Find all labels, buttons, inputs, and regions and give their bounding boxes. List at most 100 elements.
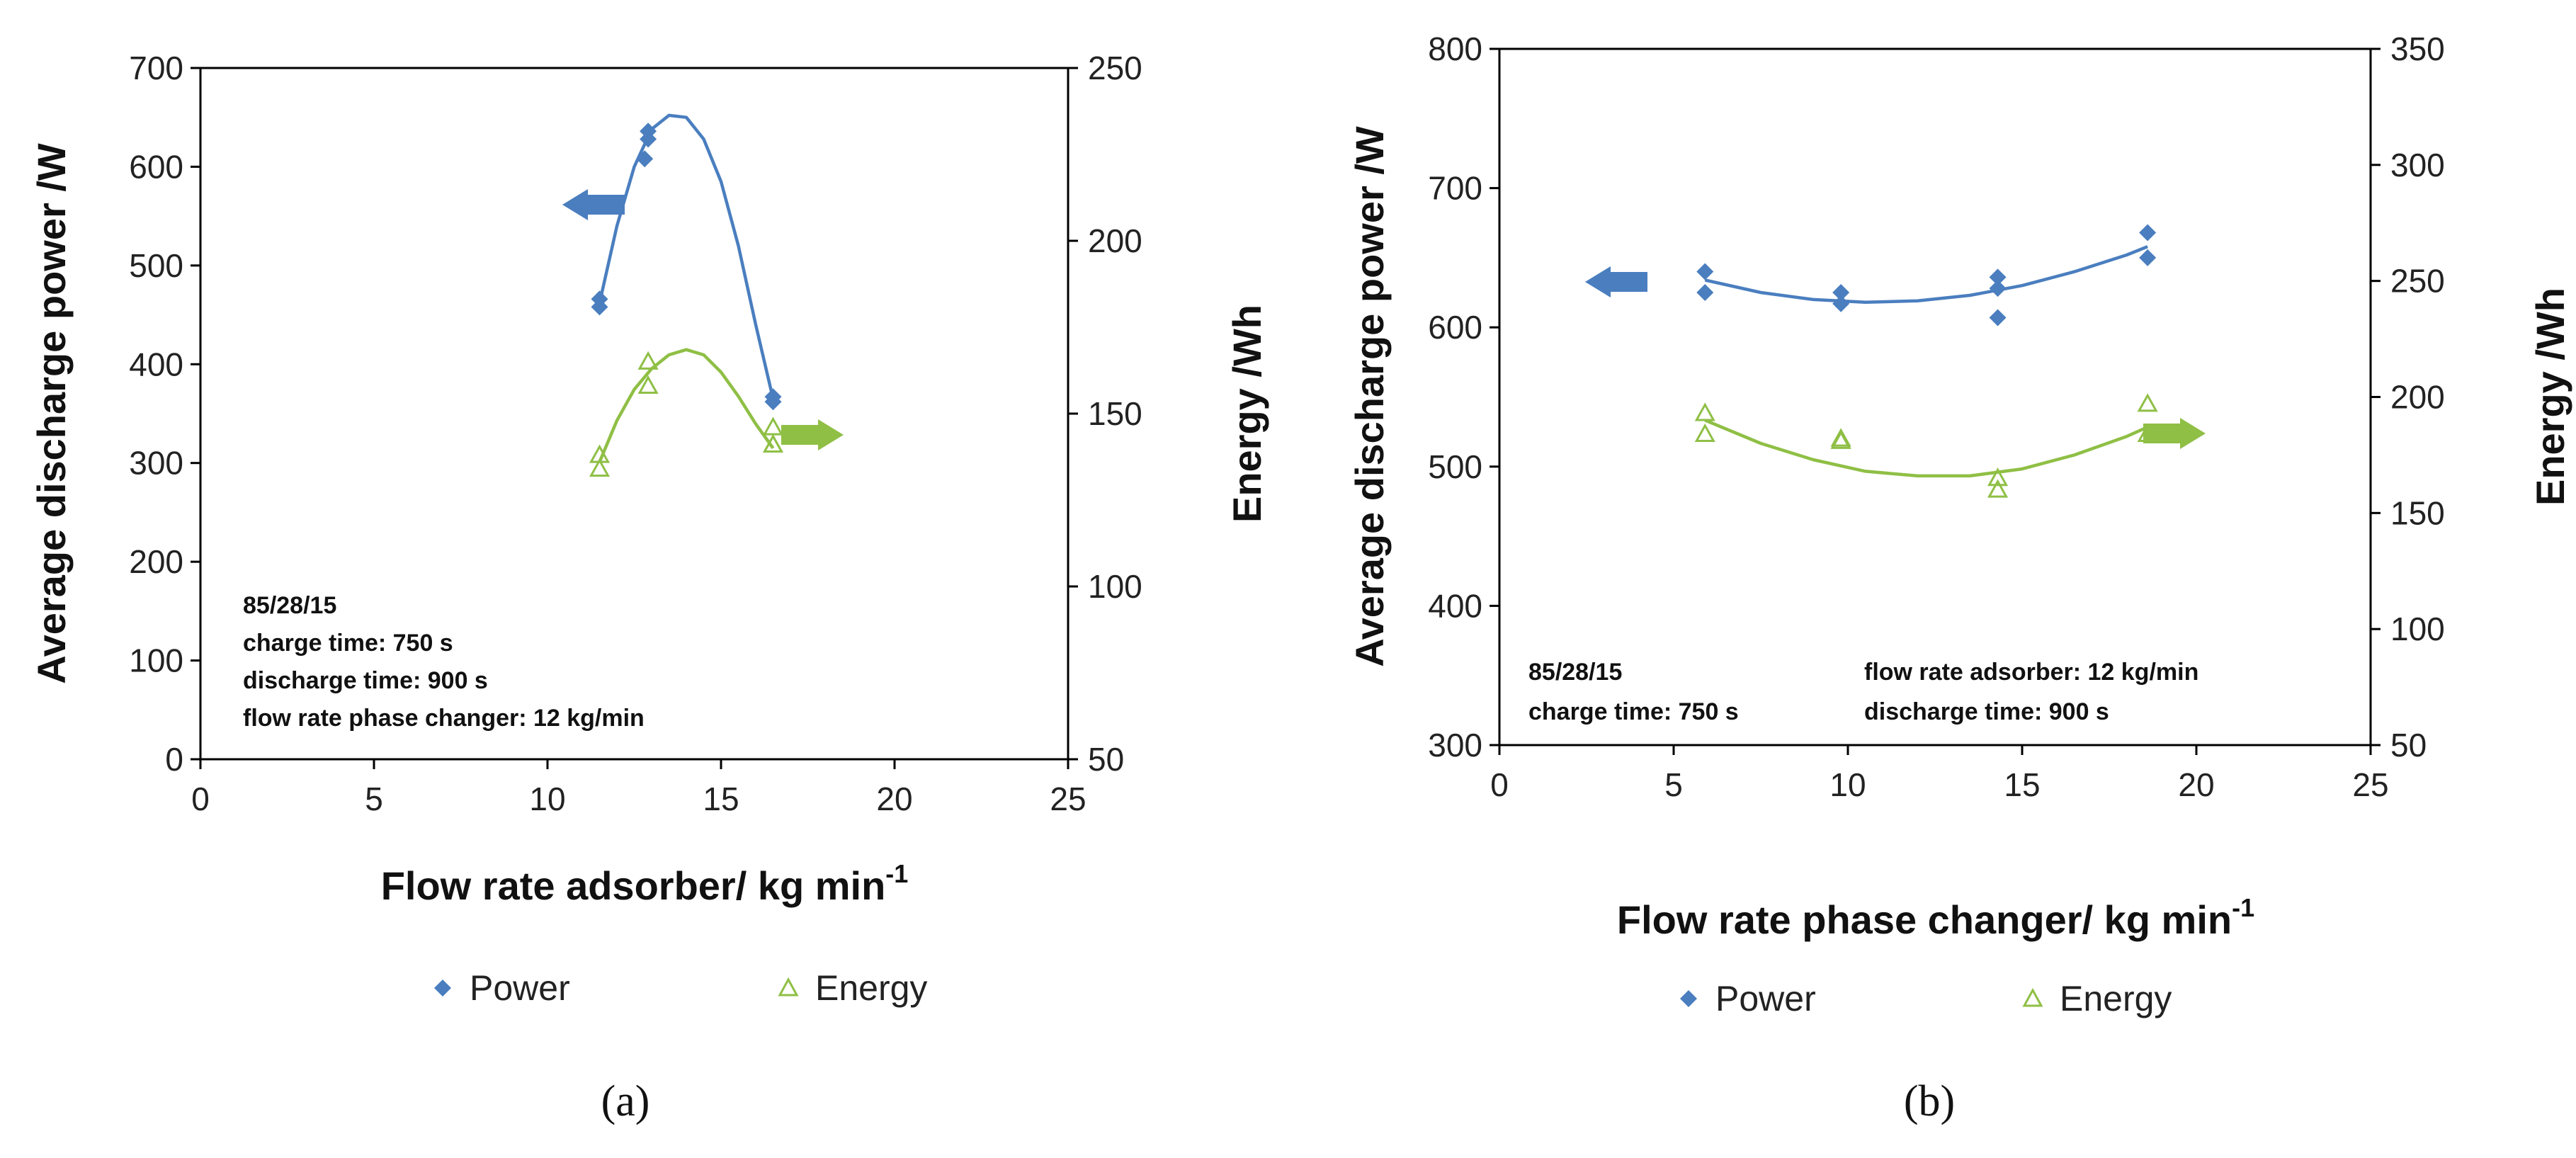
legend-energy-marker: [778, 977, 799, 997]
data-point-power: [1989, 280, 2007, 297]
y2-tick-label: 100: [2390, 611, 2445, 647]
legend-power-marker: [1680, 990, 1697, 1007]
legend-power-label: Power: [1715, 979, 1816, 1018]
data-point-energy: [1830, 428, 1851, 447]
data-point-energy: [1694, 402, 1715, 421]
y-tick-label: 400: [129, 346, 183, 382]
data-point-power: [591, 290, 608, 308]
y2-tick-label: 300: [2390, 147, 2445, 183]
x-tick-label: 15: [2004, 766, 2040, 803]
data-point-energy: [762, 433, 784, 453]
y-tick-label: 0: [165, 741, 183, 778]
y2-tick-label: 350: [2390, 30, 2445, 67]
data-point-power: [1832, 295, 1850, 312]
trend-line-energy: [1704, 419, 2149, 478]
y-tick-label: 500: [1428, 448, 1482, 485]
y-axis-title: Average discharge power /W: [29, 143, 74, 684]
annotation-text: discharge time: 900 s: [243, 667, 488, 694]
data-point-power: [636, 150, 654, 168]
y2-tick-label: 100: [1088, 568, 1142, 605]
data-point-power: [2139, 249, 2157, 266]
data-point-power: [2139, 224, 2157, 242]
data-point-energy: [589, 444, 611, 463]
y2-axis-title: Energy /Wh: [1225, 305, 1269, 523]
y2-tick-label: 200: [1088, 222, 1142, 259]
data-point-power: [764, 388, 782, 406]
y2-tick-label: 250: [1088, 50, 1142, 86]
arrow-power-axis-icon: [1585, 266, 1647, 297]
annotation-text: flow rate adsorber: 12 kg/min: [1864, 659, 2198, 686]
data-point-energy: [637, 351, 659, 370]
x-tick-label: 10: [529, 780, 565, 817]
data-point-power: [1696, 284, 1714, 302]
data-point-power: [1989, 268, 2007, 286]
plot-frame: [1498, 47, 2372, 747]
arrow-energy-axis-icon: [2143, 418, 2206, 449]
y-tick-label: 600: [1428, 309, 1482, 346]
panel-label: (a): [601, 1077, 650, 1125]
y-tick-label: 200: [129, 543, 183, 580]
y-axis-title: Average discharge power /W: [1347, 126, 1392, 667]
y-tick-label: 300: [129, 445, 183, 482]
chart-panel-a: 0 5 10 15 20 25010020030040050060070050100150…: [29, 50, 1269, 1125]
arrow-power-axis-icon: [562, 189, 625, 220]
data-point-energy: [1830, 430, 1851, 449]
y-tick-label: 800: [1428, 30, 1482, 67]
data-point-energy: [1987, 479, 2009, 498]
annotation-text: 85/28/15: [243, 592, 336, 619]
data-point-energy: [762, 416, 784, 436]
x-tick-label: 10: [1829, 766, 1866, 803]
data-point-energy: [1987, 467, 2009, 487]
arrow-energy-axis-icon: [781, 419, 844, 450]
annotation-text: 85/28/15: [1528, 659, 1622, 686]
legend-power-marker: [434, 980, 451, 997]
x-tick-label: 20: [2178, 766, 2214, 803]
y2-tick-label: 150: [2390, 494, 2445, 531]
x-axis-title: Flow rate adsorber/ kg min-1: [381, 859, 909, 908]
legend-energy-label: Energy: [815, 968, 927, 1008]
annotation-text: flow rate phase changer: 12 kg/min: [243, 705, 645, 732]
legend-energy-marker: [2022, 987, 2043, 1007]
y-tick-label: 400: [1428, 587, 1482, 624]
trend-line-energy: [598, 348, 775, 463]
data-point-energy: [637, 375, 659, 394]
annotation-text: discharge time: 900 s: [1864, 698, 2109, 725]
panel-label: (b): [1904, 1077, 1955, 1125]
chart-panel-b: 0 5 10 15 20 25 300 400 500 600 700 800 50 100 150 200 2…: [1347, 30, 2572, 1125]
y-tick-label: 700: [129, 50, 183, 86]
y2-tick-label: 150: [1088, 395, 1142, 432]
y-tick-label: 600: [129, 148, 183, 185]
x-tick-label: 15: [703, 780, 739, 817]
legend-energy-label: Energy: [2060, 979, 2172, 1018]
data-point-energy: [2137, 393, 2158, 412]
data-point-power: [1989, 309, 2007, 327]
x-axis-title-text: Flow rate adsorber/ kg min: [381, 863, 886, 908]
y-tick-label: 100: [129, 642, 183, 679]
x-tick-label: 25: [1050, 780, 1086, 817]
x-tick-label: 5: [1664, 766, 1683, 803]
data-point-energy: [589, 458, 611, 477]
annotation-text: charge time: 750 s: [1528, 698, 1739, 725]
data-point-energy: [1694, 423, 1715, 443]
x-axis-title-superscript: -1: [2232, 893, 2254, 922]
x-tick-label: 5: [365, 780, 383, 817]
x-tick-label: 0: [1490, 766, 1509, 803]
x-axis-title-text: Flow rate phase changer/ kg min: [1617, 897, 2232, 942]
legend-power-label: Power: [470, 968, 570, 1008]
y2-tick-label: 200: [2390, 379, 2445, 416]
y2-tick-label: 250: [2390, 263, 2445, 300]
annotation-text: charge time: 750 s: [243, 630, 453, 657]
x-axis-title: Flow rate phase changer/ kg min-1: [1617, 893, 2254, 942]
y-tick-label: 300: [1428, 727, 1482, 764]
y-tick-label: 700: [1428, 170, 1482, 207]
x-axis-title-superscript: -1: [885, 859, 908, 888]
x-tick-label: 20: [876, 780, 912, 817]
y-tick-label: 500: [129, 247, 183, 284]
x-tick-label: 0: [191, 780, 210, 817]
x-tick-label: 25: [2352, 766, 2388, 803]
y2-tick-label: 50: [1088, 741, 1124, 778]
y2-tick-label: 50: [2390, 727, 2427, 764]
y2-axis-title: Energy /Wh: [2528, 288, 2572, 506]
